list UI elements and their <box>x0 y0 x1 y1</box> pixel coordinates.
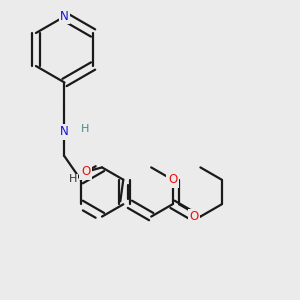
Text: N: N <box>60 125 69 138</box>
Text: O: O <box>168 173 177 186</box>
Text: H: H <box>81 124 89 134</box>
Text: O: O <box>189 210 198 223</box>
Text: O: O <box>81 165 90 178</box>
Text: N: N <box>60 10 69 23</box>
Text: H: H <box>69 174 77 184</box>
